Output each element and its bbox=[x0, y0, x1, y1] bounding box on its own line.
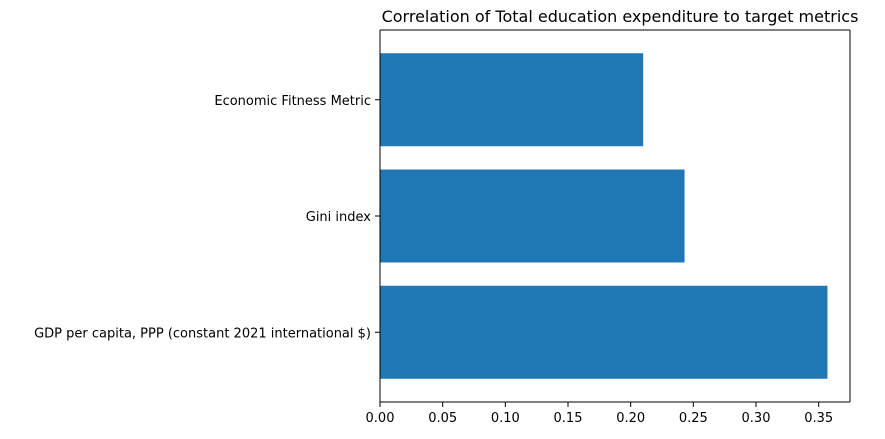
bar-1 bbox=[380, 169, 685, 263]
x-tick-label: 0.10 bbox=[491, 411, 520, 426]
y-tick-label: Gini index bbox=[306, 210, 372, 225]
x-tick-label: 0.05 bbox=[428, 411, 457, 426]
x-tick-label: 0.30 bbox=[742, 411, 771, 426]
bar-2 bbox=[380, 53, 644, 147]
x-tick-label: 0.20 bbox=[616, 411, 645, 426]
bar-0 bbox=[380, 285, 828, 379]
x-tick-label: 0.00 bbox=[366, 411, 395, 426]
chart-title: Correlation of Total education expenditu… bbox=[382, 7, 859, 26]
x-tick-label: 0.35 bbox=[804, 411, 833, 426]
bars-layer bbox=[380, 53, 828, 379]
y-tick-label: GDP per capita, PPP (constant 2021 inter… bbox=[34, 326, 371, 341]
ticks-layer: GDP per capita, PPP (constant 2021 inter… bbox=[34, 94, 833, 426]
y-tick-label: Economic Fitness Metric bbox=[214, 94, 371, 109]
x-tick-label: 0.15 bbox=[554, 411, 583, 426]
x-tick-label: 0.25 bbox=[679, 411, 708, 426]
